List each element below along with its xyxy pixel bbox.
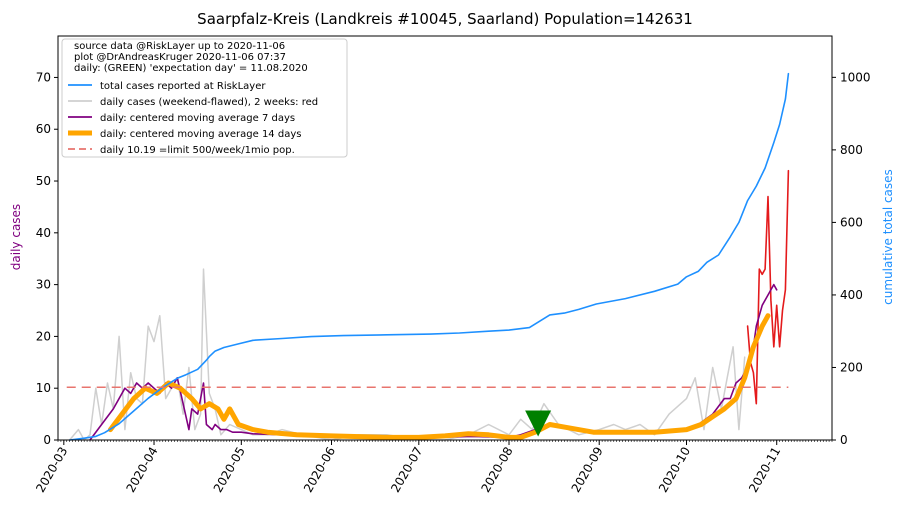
series-line-2 [746, 169, 790, 405]
legend-label: daily 10.19 =limit 500/week/1mio pop. [100, 145, 295, 156]
left-axis-label: daily cases [9, 204, 23, 270]
left-tick-label: 60 [36, 122, 51, 136]
left-tick-label: 40 [36, 226, 51, 240]
legend-label: daily: centered moving average 14 days [100, 129, 301, 140]
right-tick-label: 800 [840, 143, 863, 157]
right-tick-label: 400 [840, 288, 863, 302]
left-tick-label: 10 [36, 381, 51, 395]
expectation-day-marker [525, 410, 552, 437]
left-tick-label: 30 [36, 278, 51, 292]
right-tick-label: 600 [840, 215, 863, 229]
right-axis-label: cumulative total cases [881, 169, 895, 305]
chart-title: Saarpfalz-Kreis (Landkreis #10045, Saarl… [197, 10, 693, 28]
right-tick-label: 200 [840, 360, 863, 374]
legend-header-line: plot @DrAndreasKruger 2020-11-06 07:37 [74, 52, 286, 63]
left-tick-label: 70 [36, 70, 51, 84]
legend-header-line: source data @RiskLayer up to 2020-11-06 [74, 41, 285, 52]
series-line-4 [107, 313, 771, 440]
legend-label: daily: centered moving average 7 days [100, 113, 295, 124]
left-tick-label: 20 [36, 329, 51, 343]
right-tick-label: 0 [840, 433, 848, 447]
legend-label: total cases reported at RiskLayer [100, 81, 266, 92]
left-tick-label: 50 [36, 174, 51, 188]
legend-header-line: daily: (GREEN) 'expectation day' = 11.08… [74, 63, 308, 74]
series-line-0 [68, 72, 790, 441]
plot-area [66, 72, 790, 441]
left-tick-label: 0 [43, 433, 51, 447]
right-tick-label: 1000 [840, 70, 871, 84]
legend-box [61, 38, 348, 158]
legend-label: daily cases (weekend-flawed), 2 weeks: r… [100, 97, 318, 108]
legend: source data @RiskLayer up to 2020-11-06p… [61, 38, 348, 158]
